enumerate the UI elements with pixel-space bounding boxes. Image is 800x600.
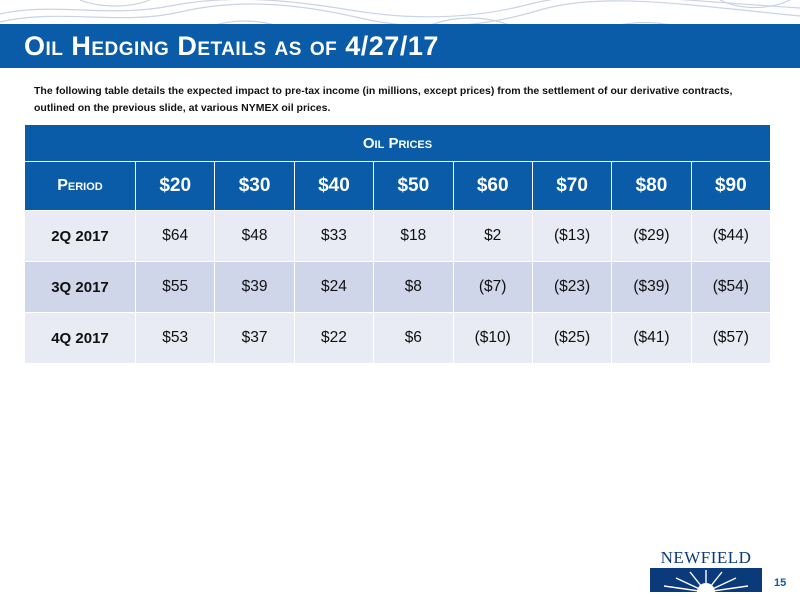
value-cell: $24: [293, 261, 375, 313]
value-cell: ($23): [531, 261, 613, 313]
value-cell: $39: [214, 261, 295, 313]
logo-wordmark: NEWFIELD: [660, 548, 752, 567]
table-row: 4Q 2017 $53 $37 $22 $6 ($10) ($25) ($41)…: [24, 312, 772, 364]
value-cell: ($29): [611, 210, 692, 262]
value-cell: $8: [373, 261, 454, 313]
table-header-row: Period $20 $30 $40 $50 $60 $70 $80 $90: [24, 161, 772, 211]
value-cell: $55: [134, 261, 216, 313]
value-cell: $18: [373, 210, 454, 262]
price-header: $80: [611, 161, 692, 211]
price-header: $70: [531, 161, 613, 211]
price-header: $20: [134, 161, 216, 211]
price-header: $30: [214, 161, 295, 211]
value-cell: ($41): [611, 312, 692, 364]
period-cell: 2Q 2017: [24, 210, 136, 262]
period-cell: 4Q 2017: [24, 312, 136, 364]
slide-title: Oil Hedging Details as of 4/27/17: [24, 31, 439, 61]
table-caption-row: Oil Prices: [24, 124, 771, 162]
table-row: 2Q 2017 $64 $48 $33 $18 $2 ($13) ($29) (…: [24, 210, 772, 262]
value-cell: ($44): [690, 210, 772, 262]
oil-hedging-table: Oil Prices Period $20 $30 $40 $50 $60 $7…: [24, 124, 772, 364]
price-header: $40: [293, 161, 375, 211]
intro-text: The following table details the expected…: [34, 85, 733, 114]
value-cell: ($10): [452, 312, 533, 364]
period-cell: 3Q 2017: [24, 261, 136, 313]
value-cell: ($13): [531, 210, 613, 262]
value-cell: $22: [293, 312, 375, 364]
value-cell: $6: [373, 312, 454, 364]
price-header: $90: [690, 161, 772, 211]
value-cell: $48: [214, 210, 295, 262]
value-cell: $64: [134, 210, 216, 262]
value-cell: $2: [452, 210, 533, 262]
price-header: $50: [373, 161, 454, 211]
value-cell: ($54): [690, 261, 772, 313]
value-cell: ($7): [452, 261, 533, 313]
value-cell: ($57): [690, 312, 772, 364]
sunburst-logo-icon: [650, 568, 762, 592]
period-header: Period: [24, 161, 136, 211]
value-cell: ($25): [531, 312, 613, 364]
value-cell: ($39): [611, 261, 692, 313]
value-cell: $53: [134, 312, 216, 364]
table-row: 3Q 2017 $55 $39 $24 $8 ($7) ($23) ($39) …: [24, 261, 772, 313]
oil-prices-caption: Oil Prices: [24, 124, 771, 162]
newfield-logo: NEWFIELD: [650, 548, 762, 592]
value-cell: $33: [293, 210, 375, 262]
title-bar: [0, 24, 800, 68]
value-cell: $37: [214, 312, 295, 364]
page-number: 15: [774, 577, 787, 589]
price-header: $60: [452, 161, 533, 211]
